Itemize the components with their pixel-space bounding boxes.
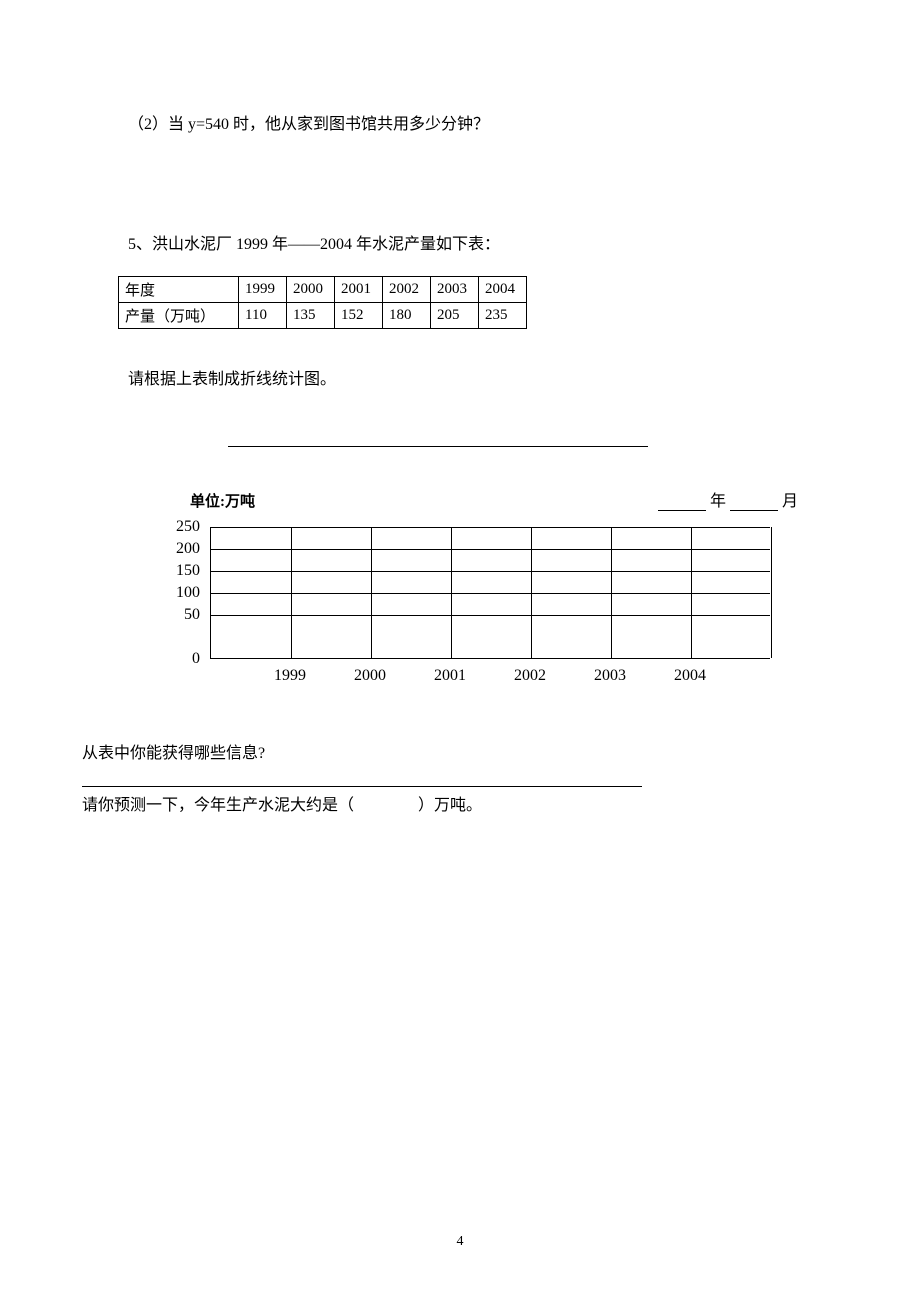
y-tick-label: 100: [176, 584, 200, 602]
year-cell: 2001: [335, 277, 383, 303]
grid-vline: [371, 527, 372, 658]
page-number: 4: [0, 1234, 920, 1250]
instruction-text: 请根据上表制成折线统计图。: [128, 365, 802, 389]
month-label: 月: [782, 487, 798, 511]
year-cell: 2004: [479, 277, 527, 303]
year-label: 年: [710, 487, 726, 511]
table-row: 年度 1999 2000 2001 2002 2003 2004: [119, 277, 527, 303]
y-tick-label: 0: [192, 650, 200, 668]
question-predict: 请你预测一下，今年生产水泥大约是（ ）万吨。: [82, 791, 802, 815]
grid-vline: [531, 527, 532, 658]
table-row: 产量（万吨） 110 135 152 180 205 235: [119, 303, 527, 329]
row-label: 产量（万吨）: [119, 303, 239, 329]
year-blank: [658, 497, 706, 511]
x-tick-label: 2004: [674, 667, 706, 685]
predict-post: ）万吨。: [418, 797, 482, 814]
unit-date-row: 单位:万吨 年 月: [118, 487, 798, 511]
month-blank: [730, 497, 778, 511]
grid-vline: [291, 527, 292, 658]
year-cell: 2002: [383, 277, 431, 303]
data-table: 年度 1999 2000 2001 2002 2003 2004 产量（万吨） …: [118, 276, 527, 329]
x-tick-label: 2001: [434, 667, 466, 685]
unit-label: 单位:万吨: [190, 490, 255, 511]
blank-chart-grid: 250 200 150 100 50 0 1999 2000 2001 2002 2003 2004: [158, 519, 798, 709]
grid-hline: [211, 571, 770, 572]
grid-vline: [611, 527, 612, 658]
value-cell: 152: [335, 303, 383, 329]
grid-vline: [691, 527, 692, 658]
answer-blank-line: [82, 769, 642, 787]
question-2: （2）当 y=540 时，他从家到图书馆共用多少分钟？: [128, 110, 802, 134]
year-cell: 2003: [431, 277, 479, 303]
y-tick-label: 50: [184, 606, 200, 624]
value-cell: 205: [431, 303, 479, 329]
predict-pre: 请你预测一下，今年生产水泥大约是（: [82, 797, 354, 814]
x-tick-label: 2000: [354, 667, 386, 685]
date-blanks: 年 月: [658, 487, 798, 511]
grid-vline: [451, 527, 452, 658]
y-tick-label: 250: [176, 518, 200, 536]
x-tick-label: 1999: [274, 667, 306, 685]
grid-hline: [211, 615, 770, 616]
value-cell: 135: [287, 303, 335, 329]
value-cell: 235: [479, 303, 527, 329]
question-info: 从表中你能获得哪些信息?: [82, 739, 802, 763]
grid-vline: [771, 527, 772, 658]
row-label: 年度: [119, 277, 239, 303]
grid-hline: [211, 549, 770, 550]
year-cell: 2000: [287, 277, 335, 303]
grid-hline: [211, 593, 770, 594]
y-tick-label: 150: [176, 562, 200, 580]
x-tick-label: 2002: [514, 667, 546, 685]
chart-title-blank: [228, 429, 648, 447]
question-5-intro: 5、洪山水泥厂 1999 年——2004 年水泥产量如下表：: [128, 230, 802, 254]
x-tick-label: 2003: [594, 667, 626, 685]
y-tick-label: 200: [176, 540, 200, 558]
grid-hline: [211, 527, 770, 528]
chart-grid: [210, 527, 770, 659]
value-cell: 180: [383, 303, 431, 329]
predict-blank: [354, 797, 418, 814]
year-cell: 1999: [239, 277, 287, 303]
value-cell: 110: [239, 303, 287, 329]
